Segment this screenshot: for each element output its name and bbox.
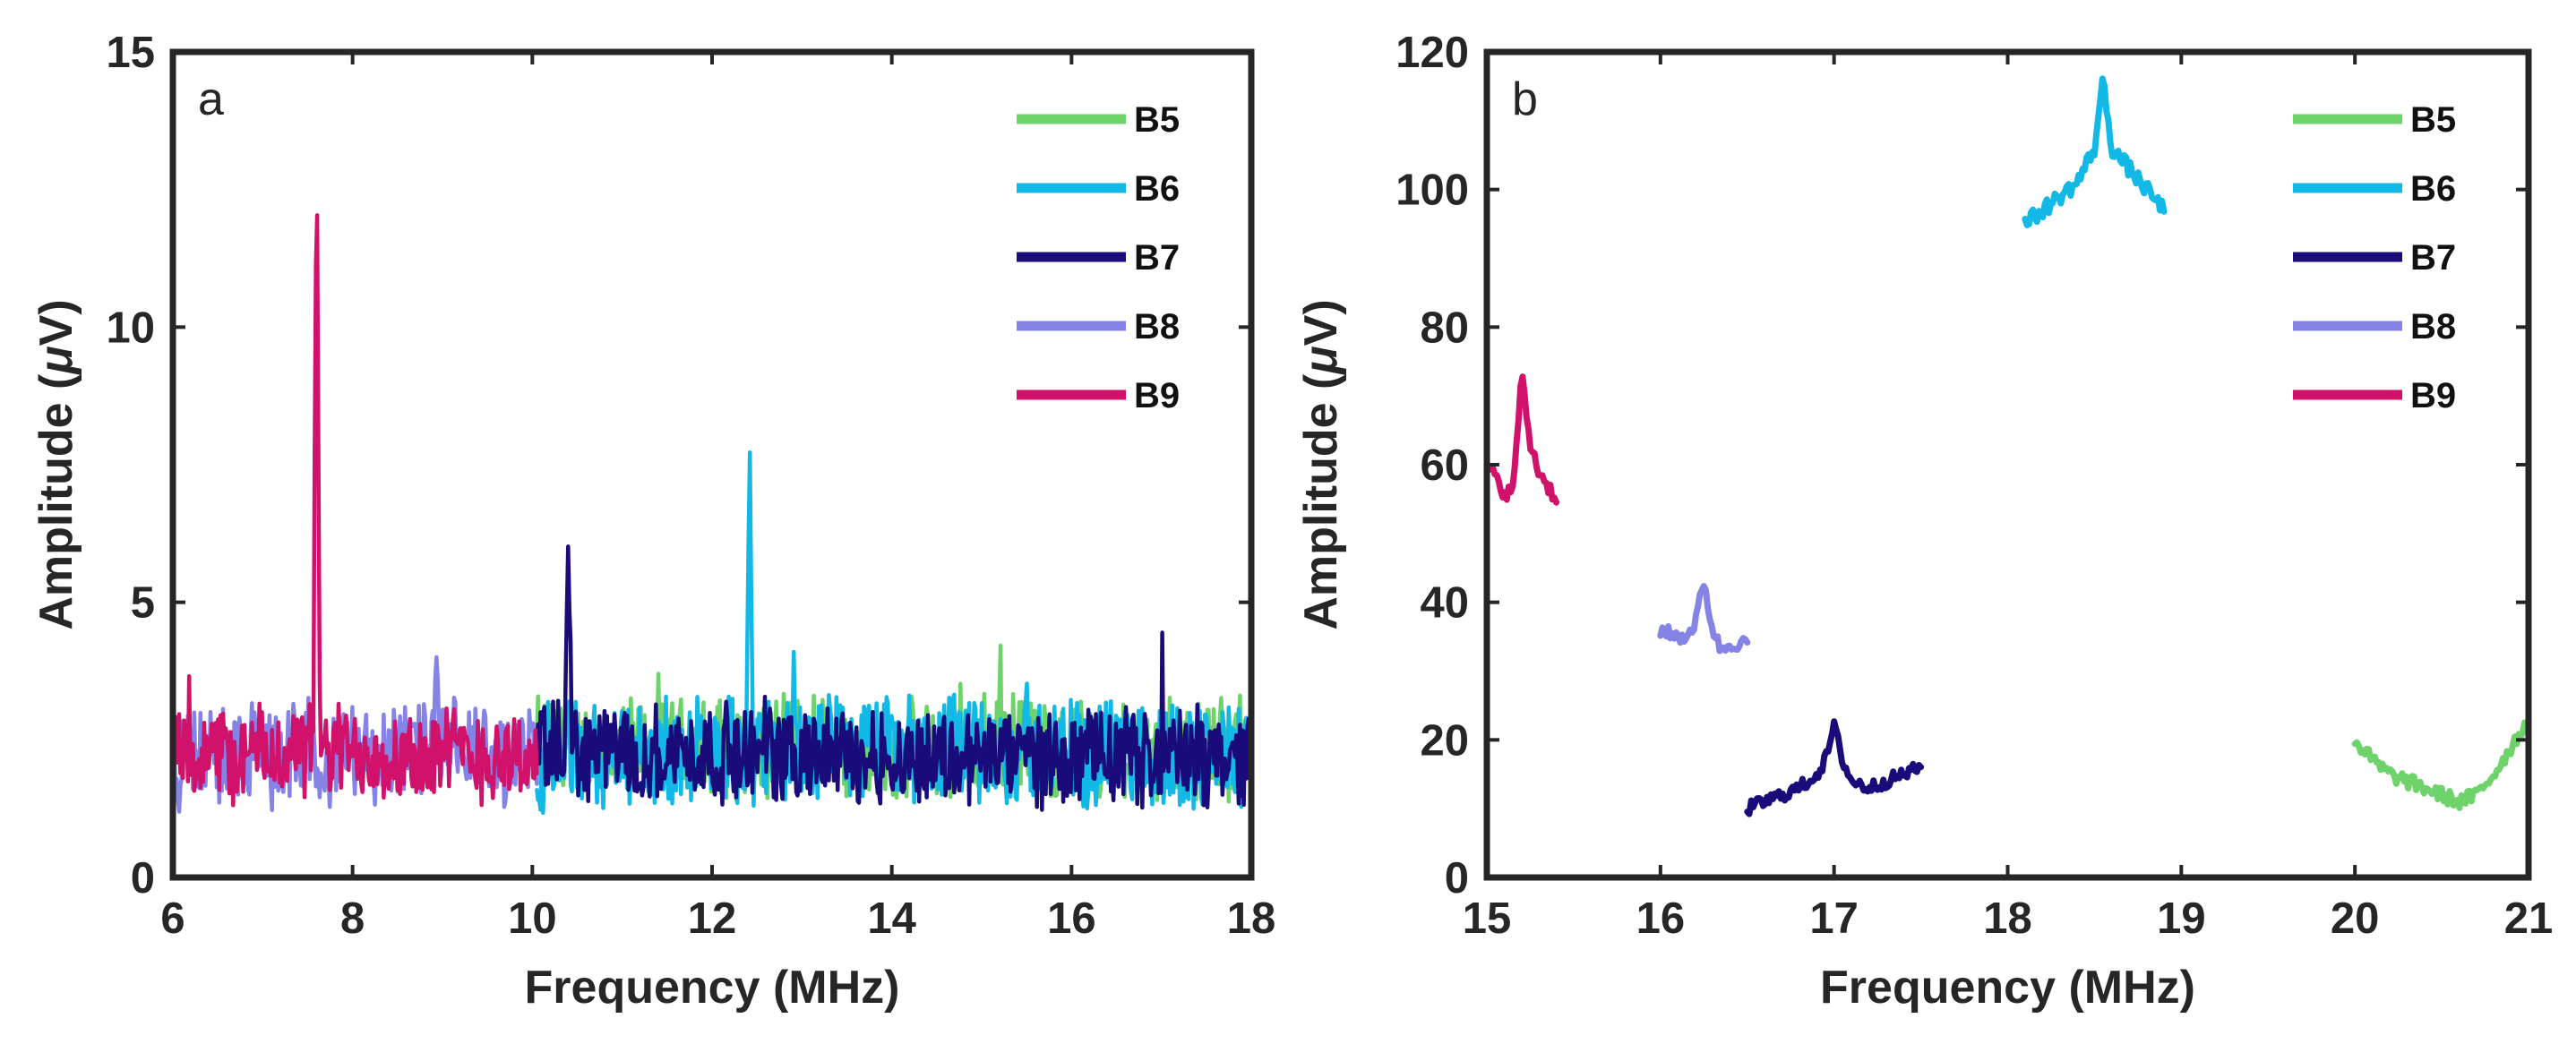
legend-label-b6: B6	[1134, 169, 1180, 209]
y-axis-label-prefix: Amplitude (	[1295, 373, 1347, 630]
y-tick-label: 120	[1395, 29, 1469, 77]
y-tick-label: 5	[131, 579, 155, 628]
y-axis-label-symbol: μ	[1295, 346, 1347, 375]
legend: B5 B6 B7 B8 B9	[2293, 100, 2456, 415]
plot-area	[1487, 75, 2529, 817]
x-tick-label: 14	[867, 894, 916, 943]
x-tick-label: 19	[2157, 894, 2206, 943]
series-b9-trace	[1487, 373, 1559, 506]
y-tick-label: 20	[1420, 716, 1469, 765]
x-tick-label: 18	[1983, 894, 2032, 943]
legend-label-b9: B9	[1134, 376, 1180, 415]
panel-a: 6 8 10 12 14 16 18 0 5 10 15 Frequency (MHz) Amplitu…	[30, 29, 1275, 1014]
panel-label: b	[1512, 73, 1538, 125]
series-b9-trace	[173, 213, 539, 808]
series-b5-trace	[2351, 719, 2529, 811]
series-b7-trace	[1744, 718, 1925, 817]
x-tick-label: 21	[2504, 894, 2554, 943]
x-axis-label: Frequency (MHz)	[525, 962, 900, 1014]
y-axis-label-suffix: V)	[1295, 299, 1347, 346]
panel-b: 15 16 17 18 19 20 21 0 20 40 60 80 100 120 Frequency (…	[1295, 29, 2553, 1014]
x-tick-label: 17	[1809, 894, 1859, 943]
y-axis-label: Amplitude (μV)	[1295, 299, 1347, 629]
x-tick-label: 20	[2331, 894, 2380, 943]
legend-label-b7: B7	[2410, 238, 2456, 278]
y-tick-label: 10	[106, 304, 155, 352]
legend-label-b6: B6	[2410, 169, 2456, 209]
y-tick-label: 15	[106, 29, 155, 77]
y-tick-label: 60	[1420, 441, 1469, 490]
legend-label-b7: B7	[1134, 238, 1180, 278]
y-tick-label: 100	[1395, 167, 1469, 215]
panel-label: a	[198, 73, 224, 125]
x-axis-label: Frequency (MHz)	[1820, 962, 2195, 1014]
series-b6-trace	[2022, 75, 2168, 228]
x-tick-label: 8	[340, 894, 365, 943]
legend-label-b9: B9	[2410, 376, 2456, 415]
y-tick-label: 0	[1445, 854, 1469, 903]
y-tick-label: 0	[131, 854, 155, 903]
legend-label-b5: B5	[2410, 100, 2456, 140]
y-axis-label-symbol: μ	[30, 346, 82, 375]
series-b7-trace	[535, 544, 1251, 812]
plot-area	[173, 213, 1251, 815]
x-tick-label: 12	[688, 894, 737, 943]
x-tick-label: 16	[1047, 894, 1096, 943]
legend-label-b8: B8	[2410, 307, 2456, 347]
y-tick-label: 40	[1420, 579, 1469, 628]
x-tick-label: 18	[1227, 894, 1276, 943]
x-tick-label: 16	[1636, 894, 1686, 943]
x-tick-label: 6	[160, 894, 185, 943]
y-axis-label-suffix: V)	[30, 299, 82, 346]
legend-label-b5: B5	[1134, 100, 1180, 140]
legend: B5 B6 B7 B8 B9	[1017, 100, 1180, 415]
series-b8-trace	[1657, 583, 1751, 655]
x-tick-label: 10	[508, 894, 557, 943]
y-axis-label: Amplitude (μV)	[30, 299, 82, 629]
legend-label-b8: B8	[1134, 307, 1180, 347]
y-tick-label: 80	[1420, 304, 1469, 352]
x-tick-label: 15	[1463, 894, 1512, 943]
y-axis-label-prefix: Amplitude (	[30, 373, 82, 630]
